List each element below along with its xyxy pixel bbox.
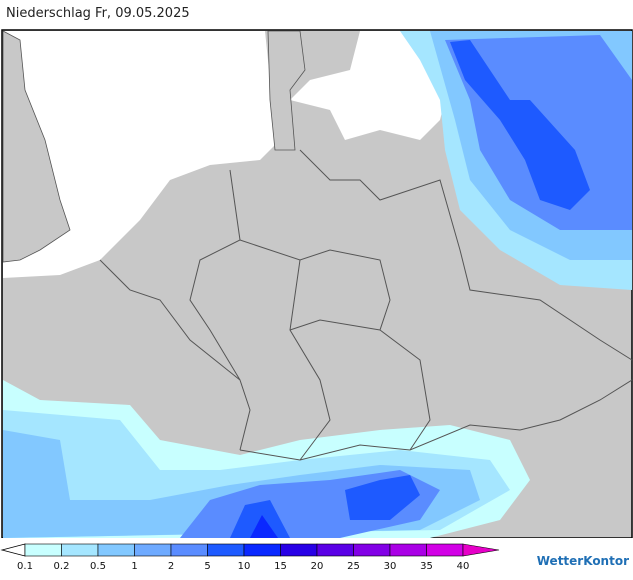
legend-label: 30 <box>384 561 397 572</box>
legend-arrow <box>0 543 26 557</box>
legend-label: 0.5 <box>90 561 106 572</box>
legend-label: 25 <box>347 561 360 572</box>
legend-label: 15 <box>274 561 287 572</box>
legend-swatch <box>207 543 245 557</box>
legend-label: 40 <box>457 561 470 572</box>
legend: 0.1 0.2 0.5 1 2 5 10 15 20 25 30 35 40 <box>0 543 500 572</box>
legend-label: 0.1 <box>17 561 33 572</box>
legend-swatch <box>316 543 354 557</box>
north-sea <box>3 31 280 278</box>
precip-area <box>250 515 278 538</box>
map-title: Niederschlag Fr, 09.05.2025 <box>6 6 190 21</box>
legend-label: 1 <box>131 561 137 572</box>
legend-swatch <box>134 543 172 557</box>
legend-swatch <box>389 543 427 557</box>
precip-area <box>230 475 420 538</box>
legend-swatch <box>353 543 391 557</box>
precipitation-map <box>1 29 633 538</box>
legend-arrow <box>462 543 500 557</box>
legend-label: 0.2 <box>54 561 70 572</box>
borders <box>99 149 633 461</box>
legend-swatch <box>24 543 62 557</box>
precip-area <box>450 40 590 210</box>
baltic-sea <box>290 31 450 140</box>
legend-label: 5 <box>204 561 210 572</box>
legend-label: 10 <box>238 561 251 572</box>
legend-swatch <box>243 543 281 557</box>
logo: WetterKontor <box>536 554 629 568</box>
legend-label: 2 <box>168 561 174 572</box>
uk-land <box>2 30 71 263</box>
legend-label: 35 <box>420 561 433 572</box>
legend-swatch <box>280 543 318 557</box>
denmark-land <box>267 30 306 151</box>
legend-swatch <box>61 543 99 557</box>
legend-swatch <box>170 543 208 557</box>
legend-swatch <box>97 543 135 557</box>
legend-swatch <box>426 543 464 557</box>
legend-label: 20 <box>311 561 324 572</box>
